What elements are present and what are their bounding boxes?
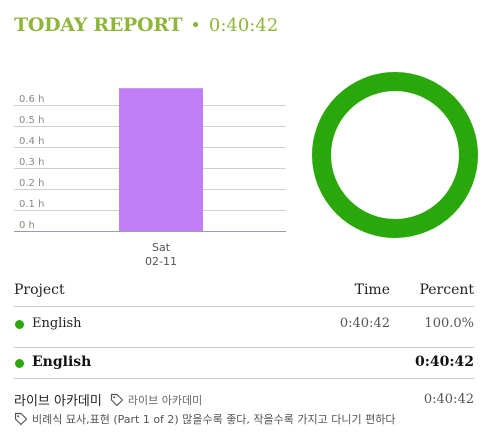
x-tick-label: Sat <box>152 241 171 254</box>
donut-slice[interactable] <box>312 72 478 238</box>
column-header-project[interactable]: Project <box>14 282 65 298</box>
x-tick-label: 02-11 <box>145 255 177 268</box>
bar[interactable] <box>119 88 203 231</box>
tag-icon <box>14 412 28 426</box>
tag-icon <box>110 393 123 406</box>
y-tick-label: 0.5 h <box>19 115 44 126</box>
summary-time: 0:40:42 <box>414 354 474 370</box>
table-row[interactable]: English 0:40:42 100.0% <box>14 314 474 338</box>
summary-project-name: English <box>32 354 92 370</box>
y-tick-label: 0 h <box>19 220 35 231</box>
project-summary[interactable]: English 0:40:42 <box>14 347 474 379</box>
row-time: 0:40:42 <box>339 316 390 331</box>
chart-area: 0.6 h 0.5 h 0.4 h 0.3 h 0.2 h 0.1 h 0 h Sat 02-1… <box>0 60 500 275</box>
project-color-dot <box>15 359 24 368</box>
y-tick-label: 0.3 h <box>19 157 44 168</box>
entry-title: 라이브 아카데미 <box>14 394 102 409</box>
title-separator: • <box>190 15 201 36</box>
row-percent: 100.0% <box>424 316 474 331</box>
y-tick-label: 0.2 h <box>19 178 44 189</box>
column-header-time[interactable]: Time <box>354 282 390 298</box>
entry-tag[interactable]: 라이브 아카데미 <box>127 393 203 407</box>
total-time: 0:40:42 <box>208 15 279 36</box>
column-header-percent[interactable]: Percent <box>419 282 474 298</box>
report-title: TODAY REPORT <box>14 14 183 36</box>
project-color-dot <box>15 320 24 329</box>
donut-chart <box>312 72 478 238</box>
time-entry[interactable]: 라이브 아카데미 라이브 아카데미 비례식 묘사,표현 (Part 1 of 2… <box>14 390 474 435</box>
table-header: Project Time Percent <box>14 280 474 307</box>
y-tick-label: 0.6 h <box>19 94 44 105</box>
y-tick-label: 0.1 h <box>19 199 44 210</box>
entry-note: 비례식 묘사,표현 (Part 1 of 2) 많을수록 좋다, 작을수록 가지… <box>32 413 396 426</box>
bar-chart: 0.6 h 0.5 h 0.4 h 0.3 h 0.2 h 0.1 h 0 h Sat02-1… <box>14 88 286 268</box>
entry-time: 0:40:42 <box>423 392 474 407</box>
y-tick-label: 0.4 h <box>19 136 44 147</box>
report-header: TODAY REPORT • 0:40:42 <box>14 14 278 44</box>
row-project-name: English <box>32 316 82 331</box>
